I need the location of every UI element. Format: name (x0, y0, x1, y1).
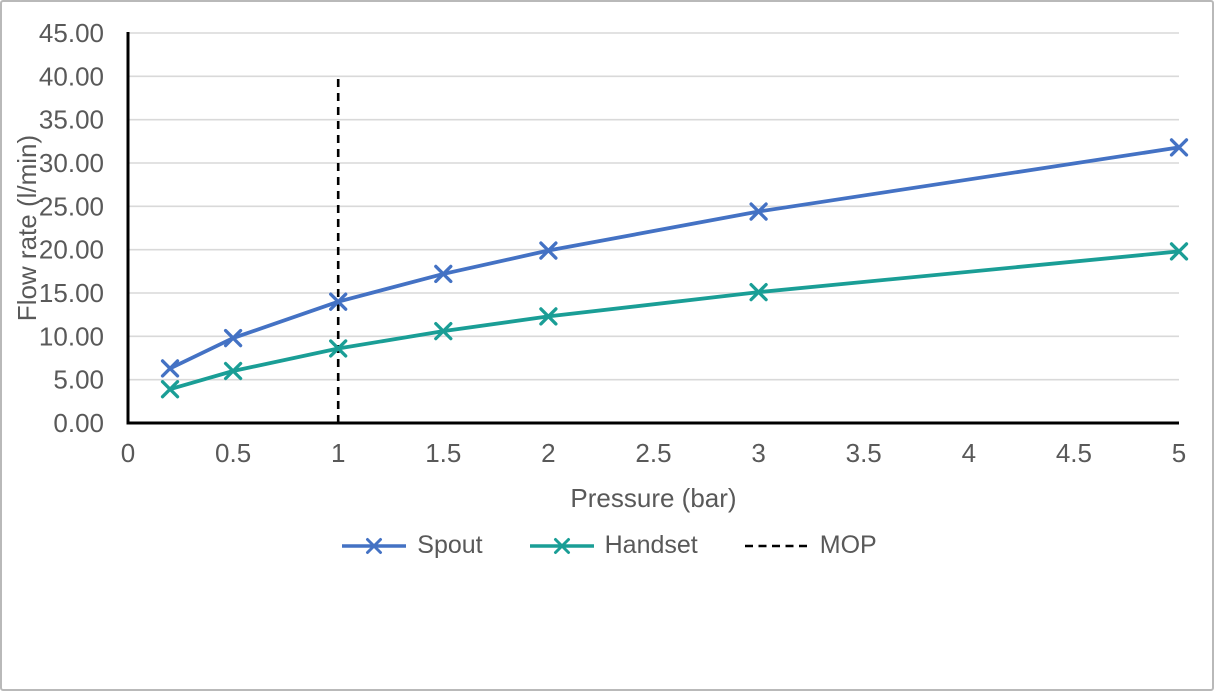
legend-label: MOP (819, 531, 877, 559)
series-handset (160, 242, 1189, 399)
svg-text:4: 4 (962, 438, 976, 468)
svg-text:0.5: 0.5 (215, 438, 251, 468)
gridlines (128, 32, 1179, 381)
line-marker-swatch (342, 537, 407, 554)
x-axis-title: Pressure (bar) (570, 483, 737, 513)
legend-item-handset: Handset (529, 531, 698, 560)
svg-text:30.00: 30.00 (39, 148, 104, 178)
y-axis-title: Flow rate (l/min) (12, 134, 42, 322)
svg-text:2: 2 (541, 438, 555, 468)
svg-text:3: 3 (751, 438, 765, 468)
y-tick-labels: 0.00 5.00 10.00 15.00 20.00 25.00 30.00 35.00 40… (39, 18, 104, 438)
svg-text:0: 0 (121, 438, 135, 468)
line-marker-swatch (529, 537, 594, 554)
svg-text:0.00: 0.00 (53, 408, 104, 438)
svg-text:2.5: 2.5 (635, 438, 671, 468)
legend-item-mop: MOP (744, 531, 877, 560)
legend-item-spout: Spout (341, 531, 483, 560)
svg-text:5.00: 5.00 (53, 365, 104, 395)
svg-text:5: 5 (1172, 438, 1186, 468)
svg-text:1: 1 (331, 438, 345, 468)
svg-text:40.00: 40.00 (39, 61, 104, 91)
svg-text:4.5: 4.5 (1056, 438, 1092, 468)
svg-text:15.00: 15.00 (39, 278, 104, 308)
legend-label: Handset (604, 531, 698, 559)
dashed-line-swatch (744, 544, 809, 547)
svg-text:3.5: 3.5 (846, 438, 882, 468)
svg-text:35.00: 35.00 (39, 105, 104, 135)
series-spout (160, 138, 1189, 378)
svg-text:20.00: 20.00 (39, 235, 104, 265)
svg-text:10.00: 10.00 (39, 321, 104, 351)
x-tick-labels: 0 0.5 1 1.5 2 2.5 3 3.5 4 4.5 5 (121, 438, 1186, 468)
svg-text:1.5: 1.5 (425, 438, 461, 468)
svg-text:45.00: 45.00 (39, 18, 104, 48)
svg-text:25.00: 25.00 (39, 191, 104, 221)
legend-label: Spout (417, 531, 483, 559)
legend: Spout Handset MOP (2, 531, 1212, 560)
